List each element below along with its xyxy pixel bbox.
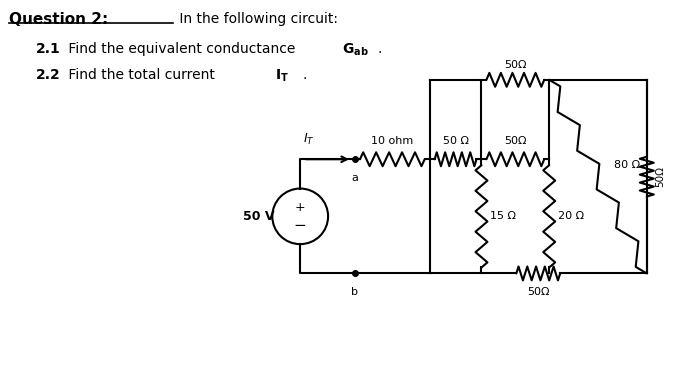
Text: a: a (351, 173, 358, 183)
Text: 2.2: 2.2 (36, 68, 61, 82)
Text: $\mathbf{G_{ab}}$: $\mathbf{G_{ab}}$ (342, 42, 369, 58)
Text: 50 Ω: 50 Ω (442, 137, 468, 146)
Text: .: . (302, 68, 307, 82)
Text: 20 Ω: 20 Ω (558, 211, 584, 221)
Text: 50Ω: 50Ω (504, 60, 526, 70)
Text: b: b (351, 287, 358, 297)
Text: Find the total current: Find the total current (64, 68, 219, 82)
Text: .: . (378, 42, 382, 56)
Text: 2.1: 2.1 (36, 42, 61, 56)
Text: 50Ω: 50Ω (527, 287, 550, 297)
Text: −: − (294, 218, 307, 233)
Text: 50Ω: 50Ω (504, 137, 526, 146)
Text: 10 ohm: 10 ohm (371, 137, 414, 146)
Text: Find the equivalent conductance: Find the equivalent conductance (64, 42, 300, 56)
Text: +: + (295, 201, 305, 214)
Text: In the following circuit:: In the following circuit: (175, 12, 337, 26)
Text: $\mathbf{I_T}$: $\mathbf{I_T}$ (275, 68, 289, 84)
Text: 15 Ω: 15 Ω (491, 211, 517, 221)
Text: 80 Ω: 80 Ω (614, 160, 640, 170)
Text: 50 V: 50 V (243, 210, 274, 223)
Text: $I_T$: $I_T$ (303, 132, 315, 147)
Text: 50Ω: 50Ω (654, 166, 665, 187)
Text: Question 2:: Question 2: (9, 12, 108, 27)
